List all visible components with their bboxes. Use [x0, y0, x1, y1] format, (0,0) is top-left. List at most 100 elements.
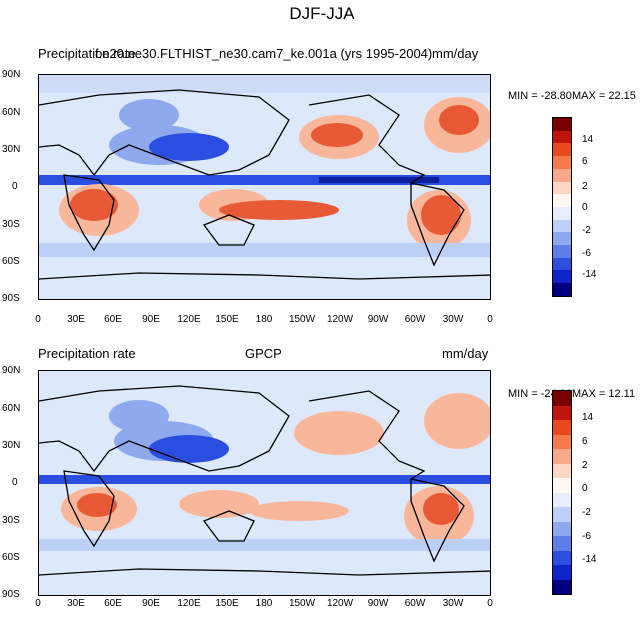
map-field: [39, 75, 490, 299]
colorbar-label: 14: [582, 412, 594, 423]
colorbar-swatch: [553, 181, 571, 195]
lat-tick: 30S: [2, 219, 20, 230]
colorbar-label: -6: [582, 248, 591, 259]
lat-tick: 0: [12, 477, 18, 488]
lon-tick: 30W: [442, 598, 464, 609]
lon-tick: 120E: [177, 314, 201, 325]
lon-tick: 60W: [404, 314, 426, 325]
colorbar-swatch: [553, 206, 571, 220]
colorbar-swatch: [553, 449, 571, 464]
lat-tick: 60N: [2, 403, 21, 414]
lon-tick: 0: [35, 598, 41, 609]
lon-tick: 0: [35, 314, 41, 325]
precip-difference-map: [38, 370, 491, 596]
colorbar-swatch: [553, 405, 571, 420]
colorbar-swatch: [553, 579, 571, 594]
colorbar-swatch: [553, 391, 571, 406]
colorbar-swatch: [553, 156, 571, 169]
colorbar: [552, 117, 572, 297]
lon-tick: 60W: [404, 598, 426, 609]
lon-tick: 150E: [215, 598, 239, 609]
lat-tick: 0: [12, 181, 18, 192]
colorbar-swatch: [553, 130, 571, 144]
colorbar-label: 0: [582, 202, 588, 213]
colorbar-swatch: [553, 219, 571, 233]
lat-tick: 30S: [2, 515, 20, 526]
max-label: MAX = 12.11: [572, 388, 636, 400]
lon-tick: 30W: [442, 314, 464, 325]
colorbar-label: 6: [582, 156, 588, 167]
lon-tick: 120W: [326, 598, 354, 609]
colorbar-label: 0: [582, 483, 588, 494]
colorbar-swatch: [553, 270, 571, 284]
lon-tick: 90E: [142, 598, 160, 609]
colorbar: [552, 390, 572, 595]
lat-tick: 60S: [2, 552, 20, 563]
panel-obs: Precipitation rate GPCP mm/day MIN = -24…: [0, 336, 644, 636]
lon-tick: 150W: [288, 314, 316, 325]
colorbar-swatch: [553, 434, 571, 449]
colorbar-swatch: [553, 168, 571, 182]
colorbar-label: 14: [582, 134, 594, 145]
lat-tick: 60S: [2, 256, 20, 267]
panel-units-label: mm/day: [432, 46, 479, 61]
panel-center-label: f.e20.ne30.FLTHIST_ne30.cam7_ke.001a (yr…: [95, 46, 433, 61]
lon-tick: 90E: [142, 314, 160, 325]
panel-center-label: GPCP: [245, 346, 282, 361]
lon-tick: 120W: [326, 314, 354, 325]
figure-title: DJF-JJA: [289, 4, 355, 23]
panel-units-label: mm/day: [442, 346, 489, 361]
colorbar-swatch: [553, 521, 571, 536]
lat-tick: 60N: [2, 107, 21, 118]
colorbar-label: 2: [582, 460, 588, 471]
lon-tick: 30E: [67, 598, 85, 609]
colorbar-label: 6: [582, 436, 588, 447]
lon-tick: 120E: [177, 598, 201, 609]
map-field: [39, 371, 490, 595]
lon-tick: 0: [487, 598, 493, 609]
min-label: MIN = -28.80: [508, 90, 572, 102]
precip-difference-map: [38, 74, 491, 300]
colorbar-swatch: [553, 420, 571, 435]
colorbar-swatch: [553, 245, 571, 258]
lon-tick: 60E: [104, 598, 122, 609]
colorbar-swatch: [553, 463, 571, 478]
panel-left-label: Precipitation rate: [38, 346, 136, 361]
colorbar-swatch: [553, 492, 571, 507]
lon-tick: 150E: [215, 314, 239, 325]
lon-tick: 150W: [288, 598, 316, 609]
panel-model: Precipitation rate f.e20.ne30.FLTHIST_ne…: [0, 40, 644, 340]
colorbar-swatches: [553, 391, 571, 594]
lon-tick: 90W: [367, 314, 389, 325]
lat-tick: 90N: [2, 69, 21, 80]
colorbar-label: -2: [582, 225, 591, 236]
colorbar-label: -2: [582, 507, 591, 518]
lon-tick: 90W: [367, 598, 389, 609]
lat-tick: 90N: [2, 365, 21, 376]
colorbar-swatch: [553, 536, 571, 551]
colorbar-swatch: [553, 550, 571, 565]
lon-tick: 0: [487, 314, 493, 325]
lon-tick: 30E: [67, 314, 85, 325]
panel-left-label: Precipitation rate: [38, 46, 136, 61]
colorbar-label: 2: [582, 181, 588, 192]
colorbar-label: -14: [582, 554, 597, 565]
colorbar-label: -14: [582, 269, 597, 280]
colorbar-label: -6: [582, 531, 591, 542]
lat-tick: 30N: [2, 440, 21, 451]
colorbar-swatch: [553, 118, 571, 131]
lon-tick: 180: [255, 598, 273, 609]
lon-tick: 60E: [104, 314, 122, 325]
lat-tick: 30N: [2, 144, 21, 155]
colorbar-swatch: [553, 143, 571, 157]
colorbar-swatch: [553, 565, 571, 580]
colorbar-swatch: [553, 283, 571, 296]
colorbar-swatch: [553, 194, 571, 207]
max-label: MAX = 22.15: [572, 90, 636, 102]
lat-tick: 90S: [2, 293, 20, 304]
lon-tick: 180: [255, 314, 273, 325]
colorbar-swatch: [553, 257, 571, 271]
colorbar-swatch: [553, 232, 571, 246]
colorbar-swatches: [553, 118, 571, 296]
lat-tick: 90S: [2, 589, 20, 600]
